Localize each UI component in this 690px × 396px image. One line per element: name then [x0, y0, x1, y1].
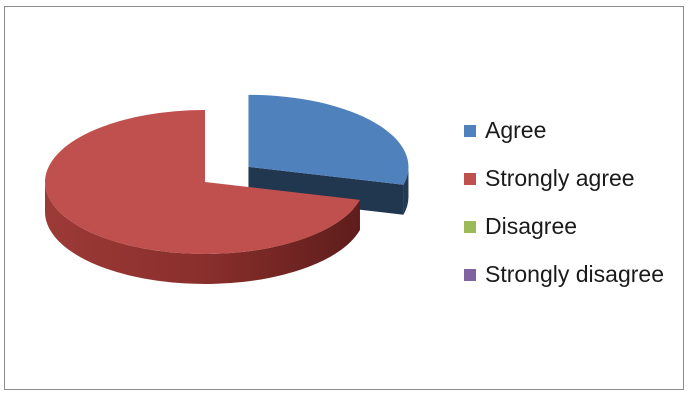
pie-slice-strongly-agree: [44, 110, 360, 255]
legend-item-disagree: Disagree: [464, 208, 686, 256]
legend-label-disagree: Disagree: [485, 213, 578, 239]
pie-side-agree: [403, 166, 409, 215]
pie-slice-agree: [248, 94, 409, 185]
legend-swatch-disagree: [464, 221, 476, 233]
legend-label-strongly-disagree: Strongly disagree: [485, 261, 664, 287]
chart-border: [4, 6, 684, 390]
legend-item-strongly-agree: Strongly agree: [464, 160, 686, 208]
pie-slices: [44, 94, 409, 284]
pie-cut-agree: [248, 166, 404, 215]
legend-item-strongly-disagree: Strongly disagree: [464, 256, 686, 304]
legend-swatch-strongly-agree: [464, 173, 476, 185]
legend-item-agree: Agree: [464, 112, 686, 160]
legend-label-strongly-agree: Strongly agree: [485, 165, 635, 191]
legend-swatch-agree: [464, 125, 476, 137]
legend: Agree Strongly agree Disagree Strongly d…: [464, 112, 686, 304]
legend-label-agree: Agree: [485, 117, 547, 143]
legend-swatch-strongly-disagree: [464, 269, 476, 281]
pie-side-strongly-agree: [45, 182, 360, 284]
